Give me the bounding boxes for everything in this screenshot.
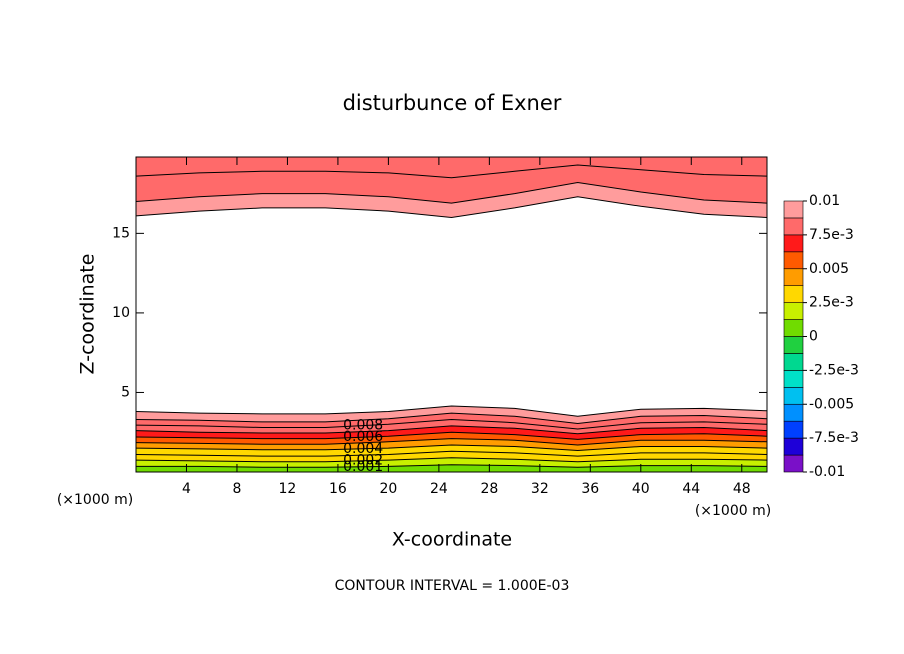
chart-title: disturbunce of Exner (343, 91, 562, 115)
contour-line (136, 405, 767, 417)
colorbar-tick-label: -2.5e-3 (809, 362, 859, 378)
contour-label: 0.008 (343, 418, 383, 434)
y-tick-label: 15 (112, 225, 130, 241)
contour-label: 0.001 (343, 459, 383, 475)
colorbar-box (783, 336, 804, 354)
x-tick-label: 12 (279, 481, 297, 497)
contour-band (136, 445, 767, 457)
colorbar-tick-label: 7.5e-3 (809, 227, 854, 243)
plot-frame (135, 156, 768, 473)
contour-line (136, 431, 767, 440)
colorbar-box (783, 319, 804, 337)
colorbar-box (783, 268, 804, 286)
contour-line (136, 418, 767, 430)
contour-line (136, 444, 767, 452)
colorbar-tick-label: 2.5e-3 (809, 295, 854, 311)
contour-line (136, 438, 767, 446)
contour-line (136, 181, 767, 204)
contour-line (136, 196, 767, 219)
x-tick-label: 24 (430, 481, 448, 497)
colorbar-tick-label: 0.005 (809, 261, 849, 277)
x-tick-label: 20 (379, 481, 397, 497)
y-axis-label: Z-coordinate (77, 254, 99, 375)
colorbar-box (783, 437, 804, 456)
contour-band (136, 413, 767, 429)
colorbar-box (783, 217, 804, 236)
y-tick-label: 5 (121, 384, 130, 400)
x-axis-label: X-coordinate (392, 529, 512, 551)
contour-band (136, 406, 767, 424)
contour-band (136, 457, 767, 468)
colorbar-tick-label: -7.5e-3 (809, 430, 859, 446)
colorbar-tick-label: -0.005 (809, 396, 854, 412)
contour-band (136, 425, 767, 440)
colorbar-box (783, 403, 804, 422)
x-tick-label: 28 (480, 481, 498, 497)
x-unit-label: (×1000 m) (695, 503, 771, 519)
colorbar-box (783, 454, 804, 473)
contour-line (136, 450, 767, 457)
colorbar-box (783, 302, 804, 320)
colorbar-box (783, 353, 804, 371)
contour-label: 0.004 (343, 441, 383, 457)
contour-line (136, 164, 767, 179)
contour-band (136, 419, 767, 434)
colorbar-box (783, 251, 804, 270)
x-tick-label: 32 (531, 481, 549, 497)
contour-line (136, 412, 767, 425)
x-tick-label: 4 (182, 481, 191, 497)
x-tick-label: 48 (733, 481, 751, 497)
x-tick-label: 16 (329, 481, 347, 497)
contour-line (136, 425, 767, 435)
contour-label: 0.006 (343, 429, 383, 445)
colorbar-tick-label: 0 (809, 329, 818, 345)
colorbar-box (783, 234, 804, 253)
colorbar-box (783, 285, 804, 303)
contour-line (136, 457, 767, 463)
x-tick-label: 8 (232, 481, 241, 497)
colorbar-box (783, 387, 804, 405)
z-unit-label: (×1000 m) (57, 492, 133, 508)
x-tick-label: 40 (632, 481, 650, 497)
contour-label: 0.002 (343, 453, 383, 469)
plot-area (136, 157, 767, 472)
contour-interval: CONTOUR INTERVAL = 1.000E-03 (335, 578, 570, 594)
contour-line (136, 464, 767, 468)
y-tick-label: 10 (112, 305, 130, 321)
colorbar-box (783, 200, 804, 219)
contour-band (136, 157, 767, 178)
x-tick-label: 36 (581, 481, 599, 497)
colorbar-box (783, 370, 804, 388)
contour-band (136, 182, 767, 218)
colorbar-box (783, 420, 804, 439)
colorbar-tick-label: 0.01 (809, 193, 840, 209)
contour-band (136, 451, 767, 462)
x-tick-label: 44 (682, 481, 700, 497)
colorbar-tick-label: -0.01 (809, 464, 845, 480)
